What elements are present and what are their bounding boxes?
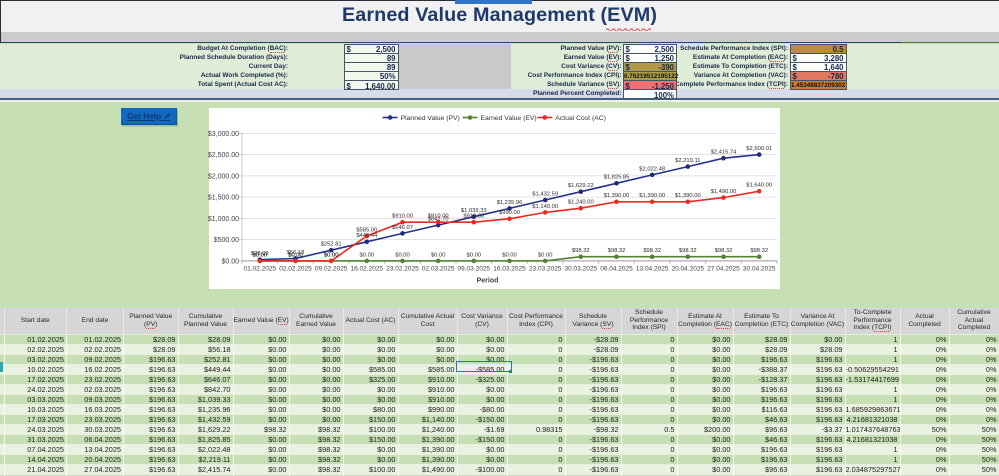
svg-text:16.03.2025: 16.03.2025 [493, 265, 526, 272]
svg-text:$0.00: $0.00 [395, 252, 410, 258]
svg-text:$2,500.00: $2,500.00 [208, 152, 239, 159]
svg-text:06.04.2025: 06.04.2025 [600, 265, 633, 272]
svg-text:$0.00: $0.00 [221, 258, 239, 265]
svg-text:$1,235.96: $1,235.96 [497, 199, 523, 205]
svg-text:01.02.2025: 01.02.2025 [244, 265, 277, 272]
svg-text:$1,140.00: $1,140.00 [532, 203, 558, 209]
svg-text:30.04.2025: 30.04.2025 [743, 265, 776, 272]
svg-text:$500.00: $500.00 [214, 237, 239, 244]
svg-text:09.03.2025: 09.03.2025 [458, 265, 491, 272]
svg-text:$28.09: $28.09 [251, 251, 269, 257]
svg-text:Actual Cost (AC): Actual Cost (AC) [555, 115, 606, 122]
svg-text:$1,629.22: $1,629.22 [568, 183, 594, 189]
svg-text:$1,640.00: $1,640.00 [746, 182, 772, 188]
svg-text:$0.00: $0.00 [288, 252, 303, 258]
svg-text:$0.00: $0.00 [324, 252, 339, 258]
svg-text:$2,022.48: $2,022.48 [639, 166, 665, 172]
svg-text:$2,415.74: $2,415.74 [711, 149, 738, 155]
svg-text:$1,390.00: $1,390.00 [639, 193, 665, 199]
svg-text:23.02.2025: 23.02.2025 [386, 265, 419, 272]
svg-text:$1,490.00: $1,490.00 [711, 189, 737, 195]
svg-text:$1,825.85: $1,825.85 [604, 174, 630, 180]
svg-text:16.02.2025: 16.02.2025 [351, 265, 384, 272]
svg-text:$1,039.33: $1,039.33 [461, 208, 487, 214]
svg-text:$2,219.11: $2,219.11 [675, 158, 700, 164]
svg-text:$98.32: $98.32 [715, 248, 733, 254]
svg-text:$98.32: $98.32 [750, 248, 768, 254]
svg-text:Planned Value (PV): Planned Value (PV) [401, 115, 460, 122]
svg-text:$0.00: $0.00 [288, 252, 303, 258]
svg-text:23.03.2025: 23.03.2025 [529, 265, 562, 272]
svg-text:$98.32: $98.32 [608, 248, 626, 254]
svg-text:02.03.2025: 02.03.2025 [422, 265, 455, 272]
svg-text:$0.00: $0.00 [431, 252, 446, 258]
svg-text:$646.07: $646.07 [392, 224, 413, 230]
svg-text:$0.00: $0.00 [324, 252, 339, 258]
svg-text:$98.32: $98.32 [643, 248, 661, 254]
svg-text:13.04.2025: 13.04.2025 [636, 265, 669, 272]
svg-text:$1,240.00: $1,240.00 [568, 199, 594, 205]
svg-text:27.04.2025: 27.04.2025 [707, 265, 740, 272]
svg-text:$0.00: $0.00 [253, 252, 268, 258]
svg-text:$910.00: $910.00 [428, 213, 449, 219]
svg-text:Period: Period [477, 277, 499, 284]
svg-text:$98.32: $98.32 [679, 248, 697, 254]
svg-text:$56.18: $56.18 [287, 249, 305, 255]
svg-text:$0.00: $0.00 [467, 252, 482, 258]
svg-text:$990.00: $990.00 [499, 210, 520, 216]
svg-text:$1,500.00: $1,500.00 [208, 194, 239, 201]
svg-text:$2,500.01: $2,500.01 [746, 146, 772, 152]
svg-text:$1,390.00: $1,390.00 [604, 193, 630, 199]
svg-text:$0.00: $0.00 [538, 252, 553, 258]
svg-text:$3,000.00: $3,000.00 [208, 130, 239, 137]
svg-text:20.04.2025: 20.04.2025 [672, 265, 705, 272]
svg-text:$449.44: $449.44 [356, 233, 378, 239]
svg-text:$98.32: $98.32 [572, 248, 590, 254]
svg-text:Earned Value (EV): Earned Value (EV) [481, 115, 537, 122]
svg-text:$2,000.00: $2,000.00 [208, 173, 239, 180]
svg-text:$910.00: $910.00 [463, 213, 484, 219]
svg-text:$585.00: $585.00 [356, 227, 377, 233]
svg-text:$910.00: $910.00 [392, 213, 413, 219]
svg-text:$0.00: $0.00 [253, 252, 268, 258]
svg-text:$1,000.00: $1,000.00 [208, 215, 239, 222]
svg-text:$1,432.59: $1,432.59 [532, 191, 558, 197]
svg-text:$252.81: $252.81 [321, 241, 342, 247]
svg-text:$0.00: $0.00 [502, 252, 517, 258]
svg-text:02.02.2025: 02.02.2025 [279, 265, 312, 272]
svg-text:$1,390.00: $1,390.00 [675, 193, 701, 199]
svg-text:09.02.2025: 09.02.2025 [315, 265, 348, 272]
svg-text:$842.70: $842.70 [428, 216, 449, 222]
svg-text:$0.00: $0.00 [360, 252, 375, 258]
svg-text:30.03.2025: 30.03.2025 [565, 265, 598, 272]
